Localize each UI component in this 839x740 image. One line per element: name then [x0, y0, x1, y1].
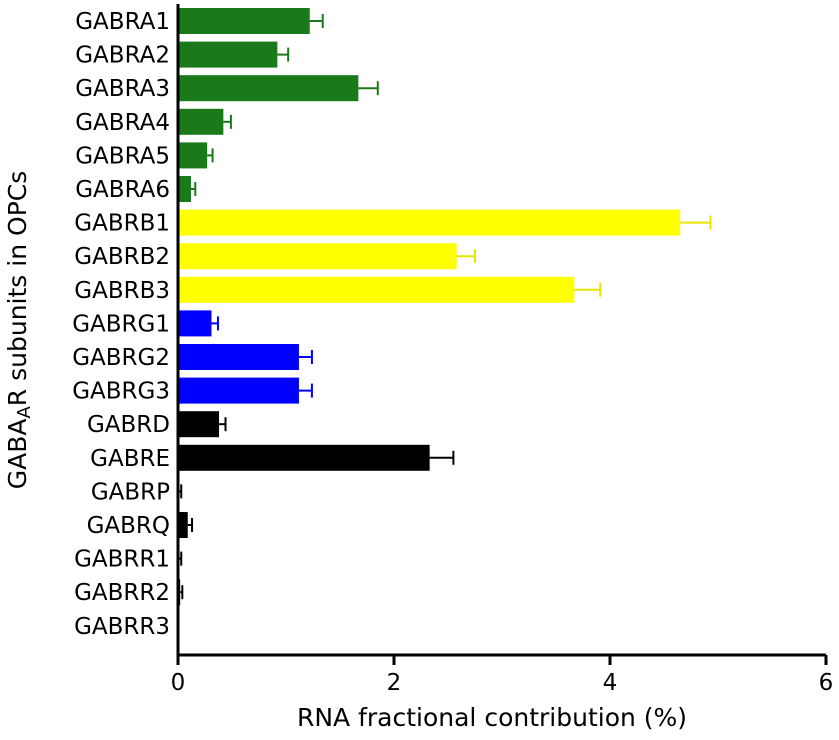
category-labels: GABRA1 GABRA2 GABRA3 GABRA4 GABRA5 GABRA6 GABR… [72, 9, 170, 640]
y-axis-title-prefix: GABA [3, 419, 32, 490]
bar-gabra6 [178, 176, 191, 202]
x-axis-title: RNA fractional contribution (%) [297, 703, 687, 732]
bar-gabrb3 [178, 276, 575, 303]
category-label-gabrr1: GABRR1 [74, 547, 170, 573]
bar-gabrb1 [178, 209, 681, 236]
bars-group [178, 8, 712, 606]
category-label-gabra2: GABRA2 [75, 43, 170, 69]
y-axis-title-subscript: A [14, 406, 35, 419]
category-label-gabrg1: GABRG1 [72, 311, 170, 337]
category-label-gabrd: GABRD [87, 412, 170, 438]
x-tick-label-6: 6 [819, 670, 834, 696]
y-axis-title-suffix: R subunits in OPCs [3, 171, 32, 406]
bar-gabrg1 [178, 310, 212, 337]
category-label-gabrq: GABRQ [87, 513, 170, 539]
category-label-gabre: GABRE [90, 446, 170, 472]
category-label-gabra5: GABRA5 [75, 143, 170, 169]
bar-gabra2 [178, 41, 278, 68]
x-tick-label-4: 4 [603, 670, 618, 696]
bar-gabra4 [178, 108, 224, 135]
category-label-gabrb1: GABRB1 [74, 211, 170, 237]
y-axis-title: GABAAR subunits in OPCs [3, 171, 35, 490]
category-label-gabrb2: GABRB2 [74, 244, 170, 270]
bar-gabrd [178, 411, 220, 438]
category-label-gabra3: GABRA3 [75, 76, 170, 102]
category-label-gabra4: GABRA4 [75, 110, 170, 136]
bar-gabrb2 [178, 243, 457, 270]
category-label-gabrb3: GABRB3 [74, 278, 170, 304]
bar-gabra3 [178, 75, 359, 102]
category-label-gabra6: GABRA6 [75, 177, 170, 203]
bar-gabra5 [178, 142, 208, 169]
x-tick-label-0: 0 [171, 670, 186, 696]
category-label-gabrg2: GABRG2 [72, 345, 170, 371]
bar-gabrg3 [178, 377, 299, 404]
bar-gabre [178, 444, 430, 471]
bar-gabra1 [178, 8, 310, 34]
category-label-gabrg3: GABRG3 [72, 379, 170, 405]
category-label-gabra1: GABRA1 [75, 9, 170, 35]
category-label-gabrr2: GABRR2 [74, 580, 170, 606]
bar-gabrq [178, 512, 188, 538]
category-label-gabrr3: GABRR3 [74, 614, 170, 640]
category-label-gabrp: GABRP [91, 479, 170, 505]
x-tick-label-2: 2 [387, 670, 402, 696]
bar-gabrg2 [178, 344, 299, 370]
x-axis-ticks: 0 2 4 6 [171, 655, 834, 696]
